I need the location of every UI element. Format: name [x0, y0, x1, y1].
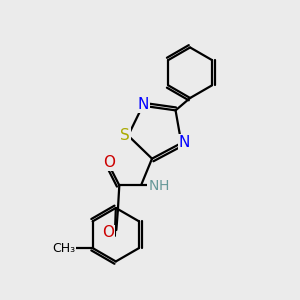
Text: O: O [102, 225, 114, 240]
Text: H: H [159, 179, 169, 193]
Text: N: N [148, 179, 159, 193]
Text: N: N [138, 97, 149, 112]
Text: CH₃: CH₃ [52, 242, 75, 255]
Text: N: N [178, 135, 190, 150]
Text: O: O [103, 155, 116, 170]
Text: S: S [120, 128, 130, 143]
